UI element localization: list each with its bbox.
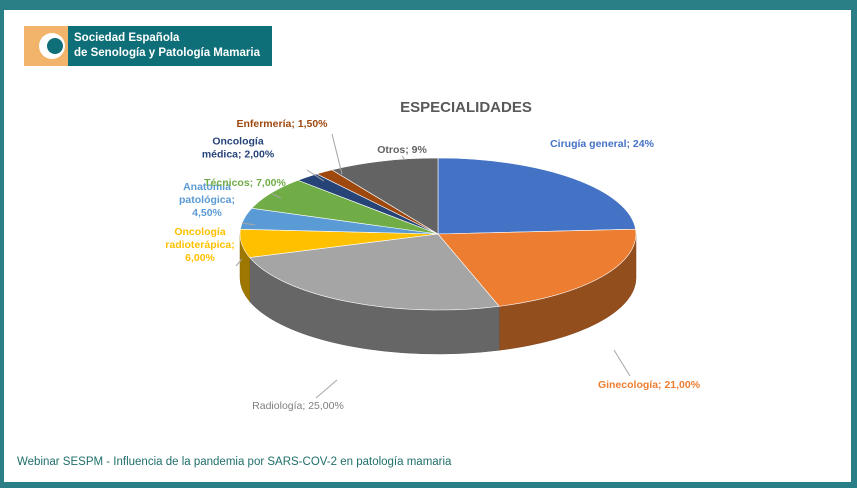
leader-line-oncologia-medica [306,169,325,182]
data-label-line: Oncología [174,226,225,238]
chart-title: ESPECIALIDADES [400,99,532,116]
data-label-line: Otros; 9% [377,144,427,156]
pie-slice-cirugia-general [437,157,636,235]
data-label-line: Cirugía general; 24% [550,138,655,150]
pie-slice-ginecologia [437,228,637,307]
data-label-tecnicos: Técnicos; 7,00% [204,177,286,189]
data-label-oncologia-medica: Oncología médica; 2,00% [202,136,275,161]
data-label-line: Enfermería; 1,50% [236,118,328,130]
leader-line-radiologia [315,379,338,399]
data-label-line: médica; 2,00% [202,149,275,161]
data-label-ginecologia: Ginecología; 21,00% [598,379,701,391]
leader-line-otros [401,155,406,161]
data-label-line: Anatomía [183,181,231,193]
data-label-line: patológica; [179,194,235,206]
data-label-oncologia-radioterapica: Oncología radioterápica; 6,00% [165,226,234,264]
data-label-line: Radiología; 25,00% [252,400,344,412]
pie-leaders [235,133,631,399]
data-label-radiologia: Radiología; 25,00% [252,400,344,412]
logo-mark-icon [39,33,65,59]
data-label-line: Ginecología; 21,00% [598,379,701,391]
leader-line-tecnicos [271,193,282,199]
leader-line-ginecologia [613,349,631,377]
leader-line-enfermeria [331,133,343,175]
data-label-enfermeria: Enfermería; 1,50% [236,118,328,130]
pie-top [239,157,637,311]
pie-chart: ESPECIALIDADES Cirugía general; 24% Ginec… [165,99,700,412]
pie-slice-otros [331,157,439,235]
data-label-line: radioterápica; [165,239,234,251]
data-label-anatomia-patologica: Anatomía patológica; 4,50% [179,181,235,219]
leader-line-anatomia-patologica [241,222,256,226]
data-label-line: 4,50% [192,207,222,219]
footer-text: Webinar SESPM - Influencia de la pandemi… [17,456,452,468]
data-label-line: Técnicos; 7,00% [204,177,286,189]
logo-text: Sociedad Española de Senología y Patolog… [74,31,260,61]
pie-slice-radiologia [249,233,500,311]
leader-line-oncologia-radioterapica [235,258,243,267]
logo-line-1: Sociedad Española [74,32,180,44]
data-label-cirugia-general: Cirugía general; 24% [550,138,655,150]
data-label-line: 6,00% [185,252,215,264]
logo-line-2: de Senología y Patología Mamaria [74,47,260,59]
data-label-otros: Otros; 9% [377,144,427,156]
sespm-logo: Sociedad Española de Senología y Patolog… [24,26,272,66]
data-label-line: Oncología [212,136,263,148]
slide: Sociedad Española de Senología y Patolog… [4,10,851,482]
pie-labels: Cirugía general; 24% Ginecología; 21,00% R… [165,118,700,412]
